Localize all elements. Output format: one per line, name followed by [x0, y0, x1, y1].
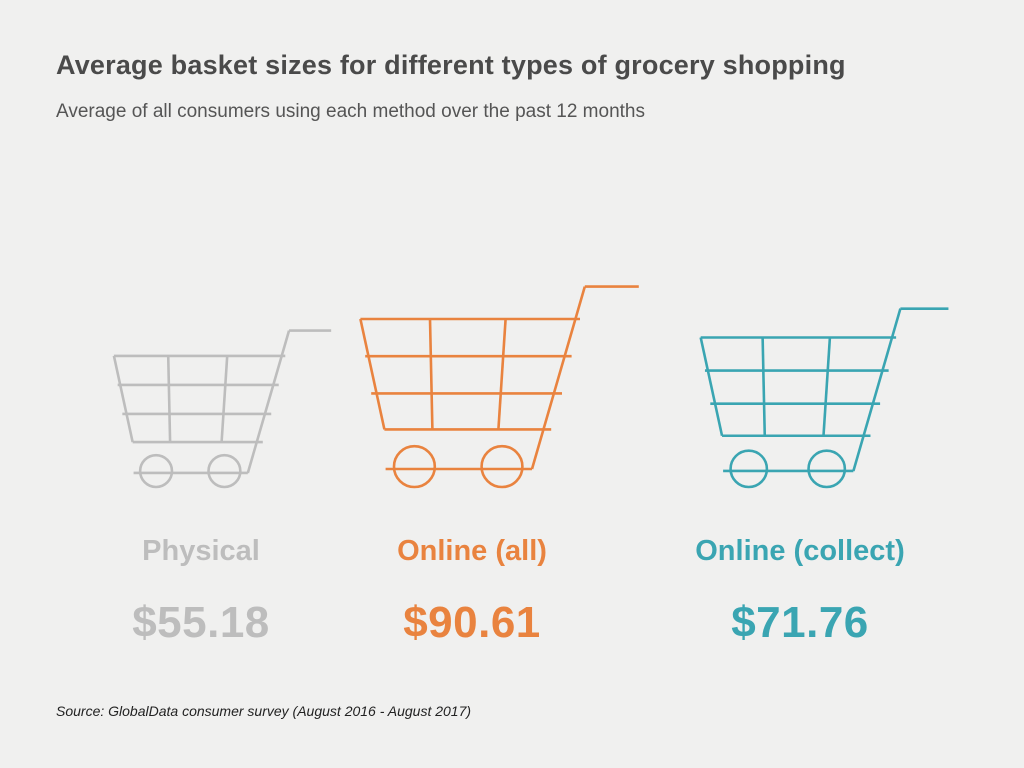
shopping-cart-icon-online-all	[359, 285, 639, 489]
category-label-physical: Physical	[142, 535, 260, 567]
chart-title: Average basket sizes for different types…	[56, 50, 846, 80]
category-label-online-collect: Online (collect)	[695, 535, 905, 567]
shopping-cart-icon-online-collect	[699, 307, 949, 489]
shopping-cart-icon-physical	[112, 329, 332, 489]
value-label-physical: $55.18	[132, 598, 270, 647]
value-label-online-all: $90.61	[403, 598, 541, 647]
category-label-online-all: Online (all)	[397, 535, 547, 567]
value-label-online-collect: $71.76	[731, 598, 869, 647]
chart-subtitle: Average of all consumers using each meth…	[56, 101, 645, 122]
source-note: Source: GlobalData consumer survey (Augu…	[56, 703, 472, 719]
